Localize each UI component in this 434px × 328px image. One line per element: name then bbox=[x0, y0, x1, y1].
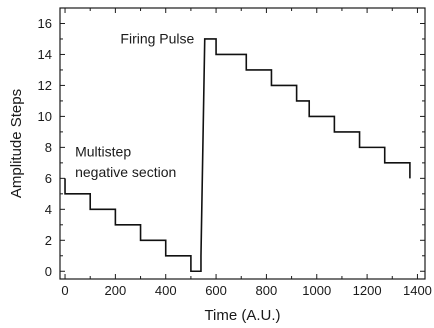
y-tick-label: 2 bbox=[45, 233, 52, 248]
axis-ticks bbox=[60, 8, 425, 279]
x-tick-label: 1000 bbox=[302, 283, 331, 298]
x-tick-label: 0 bbox=[61, 283, 68, 298]
y-tick-label: 12 bbox=[38, 78, 52, 93]
y-tick-label: 8 bbox=[45, 140, 52, 155]
x-axis-label: Time (A.U.) bbox=[204, 307, 280, 324]
annotation-1: Multistep bbox=[75, 144, 131, 160]
y-tick-label: 10 bbox=[38, 109, 52, 124]
x-tick-label: 400 bbox=[155, 283, 177, 298]
annotations: Firing Pulse Multistep negative section bbox=[75, 31, 194, 180]
axis-tick-labels: 0 200 400 600 800 1000 1200 1400 0 2 4 6 8 10 12 14 16 bbox=[38, 16, 432, 298]
plot-frame bbox=[59, 7, 426, 280]
y-tick-label: 14 bbox=[38, 47, 52, 62]
x-tick-label: 200 bbox=[105, 283, 127, 298]
y-axis-label: Amplitude Steps bbox=[8, 89, 25, 198]
series-line bbox=[64, 38, 411, 273]
annotation-2: negative section bbox=[75, 164, 176, 180]
y-tick-label: 6 bbox=[45, 171, 52, 186]
annotation-0: Firing Pulse bbox=[120, 31, 194, 47]
y-tick-label: 0 bbox=[45, 264, 52, 279]
y-tick-label: 16 bbox=[38, 16, 52, 31]
x-tick-label: 1200 bbox=[353, 283, 382, 298]
x-tick-label: 800 bbox=[256, 283, 278, 298]
x-tick-label: 600 bbox=[205, 283, 227, 298]
x-tick-label: 1400 bbox=[403, 283, 432, 298]
y-tick-label: 4 bbox=[45, 202, 52, 217]
